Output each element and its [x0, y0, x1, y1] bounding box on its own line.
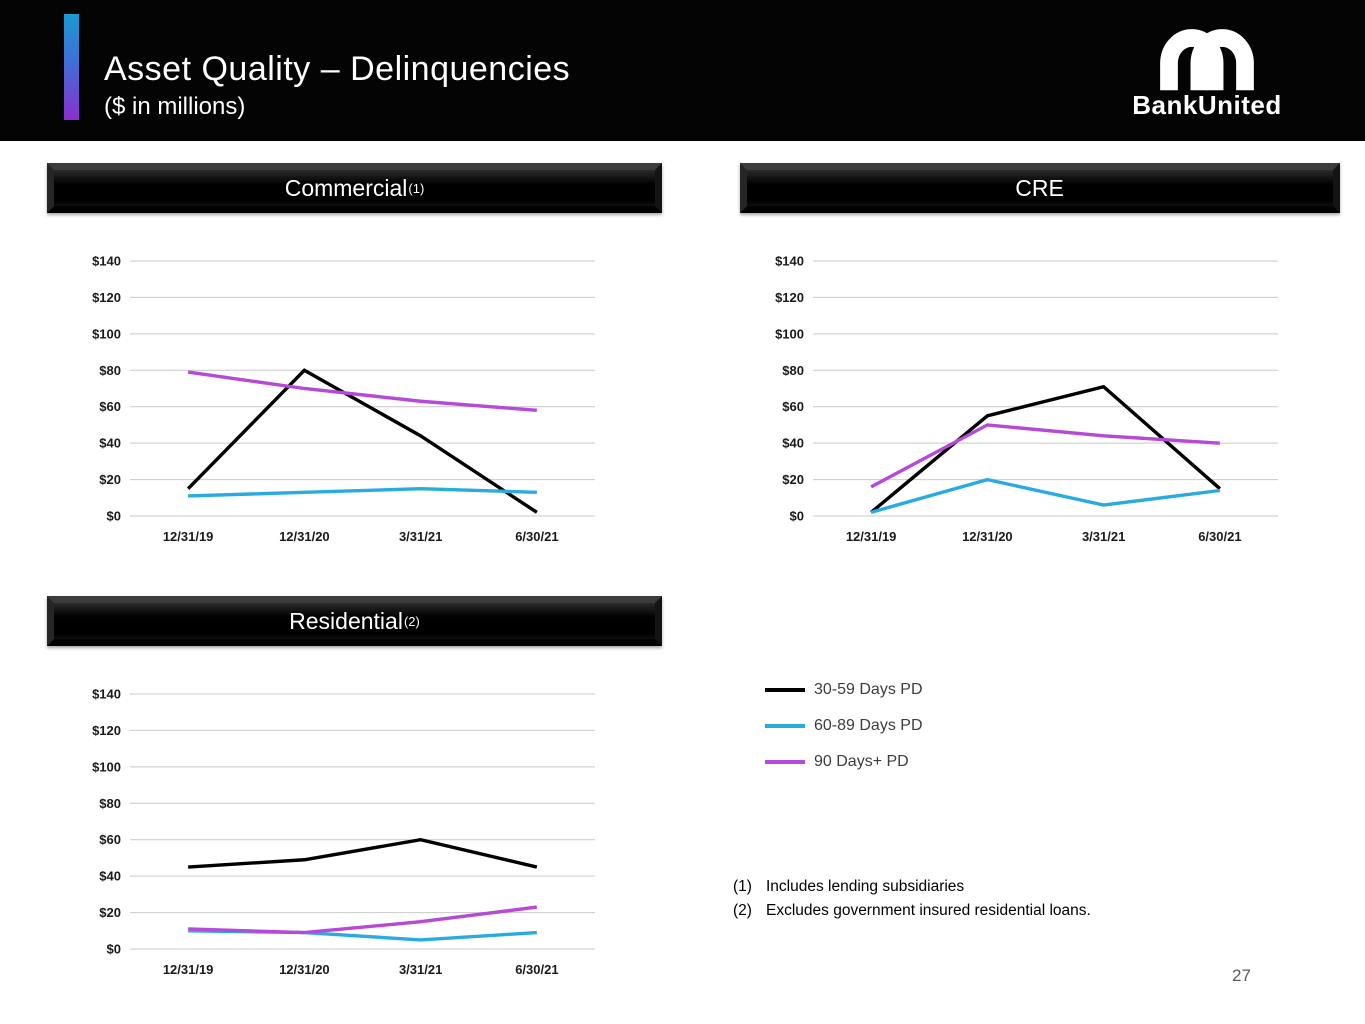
svg-text:$20: $20	[99, 472, 121, 487]
residential-delinquencies-chart: $0 $20 $40 $60 $80 $100 $120 $140 12/31/19 12/31/…	[70, 676, 665, 991]
page-number: 27	[1232, 966, 1251, 985]
svg-text:$80: $80	[782, 363, 804, 378]
legend-swatch-90plus	[765, 760, 805, 764]
svg-text:$20: $20	[782, 472, 804, 487]
commercial-delinquencies-chart: $0 $20 $40 $60 $80 $100 $120 $140 12/31/19 12/31/…	[70, 243, 665, 558]
legend-swatch-30-59	[765, 688, 805, 692]
svg-text:$40: $40	[99, 436, 121, 451]
legend-swatch-60-89	[765, 724, 805, 728]
svg-text:$0: $0	[107, 942, 121, 957]
panel-header-residential: Residential (2)	[47, 596, 662, 646]
accent-bar	[64, 14, 79, 120]
svg-text:$100: $100	[775, 326, 804, 341]
legend-label: 60-89 Days PD	[814, 717, 923, 734]
svg-text:$60: $60	[99, 832, 121, 847]
svg-text:$60: $60	[99, 399, 121, 414]
panel-title: Residential	[289, 607, 403, 634]
svg-text:$80: $80	[99, 363, 121, 378]
footnote-1: (1) Includes lending subsidiaries	[733, 878, 1091, 896]
svg-text:$40: $40	[99, 869, 121, 884]
svg-text:$100: $100	[92, 326, 121, 341]
svg-text:$0: $0	[790, 509, 804, 524]
svg-text:6/30/21: 6/30/21	[515, 962, 558, 977]
bankunited-arches-icon	[1127, 16, 1287, 92]
svg-text:$120: $120	[775, 290, 804, 305]
cre-delinquencies-chart: $0 $20 $40 $60 $80 $100 $120 $140 12/31/19 12/31/…	[753, 243, 1348, 558]
footnote-text: Excludes government insured residential …	[766, 902, 1091, 919]
page-subtitle: ($ in millions)	[104, 93, 246, 120]
panel-header-cre: CRE	[740, 163, 1340, 213]
footnote-marker: (1)	[733, 878, 752, 895]
svg-text:$140: $140	[92, 687, 121, 702]
panel-header-commercial: Commercial (1)	[47, 163, 662, 213]
svg-text:6/30/21: 6/30/21	[1198, 529, 1241, 544]
svg-text:12/31/19: 12/31/19	[163, 962, 214, 977]
svg-text:12/31/20: 12/31/20	[962, 529, 1013, 544]
svg-text:3/31/21: 3/31/21	[399, 962, 442, 977]
svg-text:$80: $80	[99, 796, 121, 811]
svg-text:$100: $100	[92, 759, 121, 774]
svg-text:$20: $20	[99, 905, 121, 920]
svg-text:3/31/21: 3/31/21	[399, 529, 442, 544]
svg-text:3/31/21: 3/31/21	[1082, 529, 1125, 544]
panel-superscript: (1)	[408, 180, 425, 196]
legend-item: 60-89 Days PD	[765, 708, 923, 744]
legend-label: 30-59 Days PD	[814, 681, 923, 698]
svg-text:12/31/20: 12/31/20	[279, 962, 330, 977]
panel-title: CRE	[1015, 174, 1064, 201]
svg-text:12/31/20: 12/31/20	[279, 529, 330, 544]
svg-text:$60: $60	[782, 399, 804, 414]
footnotes: (1) Includes lending subsidiaries (2) Ex…	[733, 878, 1091, 926]
page-title: Asset Quality – Delinquencies	[104, 50, 571, 88]
footnote-marker: (2)	[733, 902, 752, 919]
svg-text:$120: $120	[92, 290, 121, 305]
panel-superscript: (2)	[403, 613, 420, 629]
svg-text:$0: $0	[107, 509, 121, 524]
svg-text:12/31/19: 12/31/19	[163, 529, 214, 544]
svg-text:$140: $140	[775, 254, 804, 269]
legend-item: 90 Days+ PD	[765, 744, 923, 780]
panel-title: Commercial	[284, 174, 408, 201]
footnote-text: Includes lending subsidiaries	[766, 878, 965, 895]
svg-text:6/30/21: 6/30/21	[515, 529, 558, 544]
svg-text:12/31/19: 12/31/19	[846, 529, 897, 544]
logo-text: BankUnited	[1132, 90, 1282, 120]
legend-label: 90 Days+ PD	[814, 753, 909, 770]
legend-item: 30-59 Days PD	[765, 672, 923, 708]
bankunited-logo: BankUnited	[1127, 16, 1287, 121]
svg-text:$120: $120	[92, 723, 121, 738]
svg-text:$140: $140	[92, 254, 121, 269]
legend: 30-59 Days PD 60-89 Days PD 90 Days+ PD	[765, 672, 923, 780]
footnote-2: (2) Excludes government insured resident…	[733, 902, 1091, 920]
slide-header: Asset Quality – Delinquencies ($ in mill…	[0, 0, 1365, 141]
svg-text:$40: $40	[782, 436, 804, 451]
